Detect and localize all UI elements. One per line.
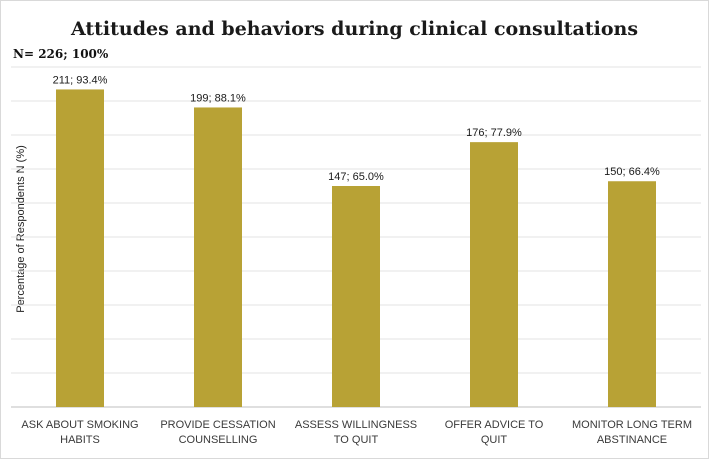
x-tick-label: PROVIDE CESSATION COUNSELLING	[160, 419, 275, 446]
data-label: 211; 93.4%	[53, 74, 108, 86]
bar	[56, 89, 104, 407]
x-tick-label: ASSESS WILLINGNESS TO QUIT	[295, 419, 417, 446]
x-tick-label: ASK ABOUT SMOKING HABITS	[21, 419, 138, 446]
bar	[470, 142, 518, 407]
x-tick-label: MONITOR LONG TERM ABSTINANCE	[572, 419, 692, 446]
chart-title: Attitudes and behaviors during clinical …	[70, 18, 639, 40]
bar	[332, 186, 380, 407]
bar	[194, 107, 242, 408]
data-label: 150; 66.4%	[604, 166, 660, 178]
data-label: 147; 65.0%	[328, 171, 384, 183]
data-label: 176; 77.9%	[466, 127, 522, 139]
x-tick-label: OFFER ADVICE TO QUIT	[445, 419, 544, 446]
sample-size-note: N= 226; 100%	[13, 47, 109, 61]
data-label: 199; 88.1%	[190, 92, 246, 104]
bar	[608, 181, 656, 407]
